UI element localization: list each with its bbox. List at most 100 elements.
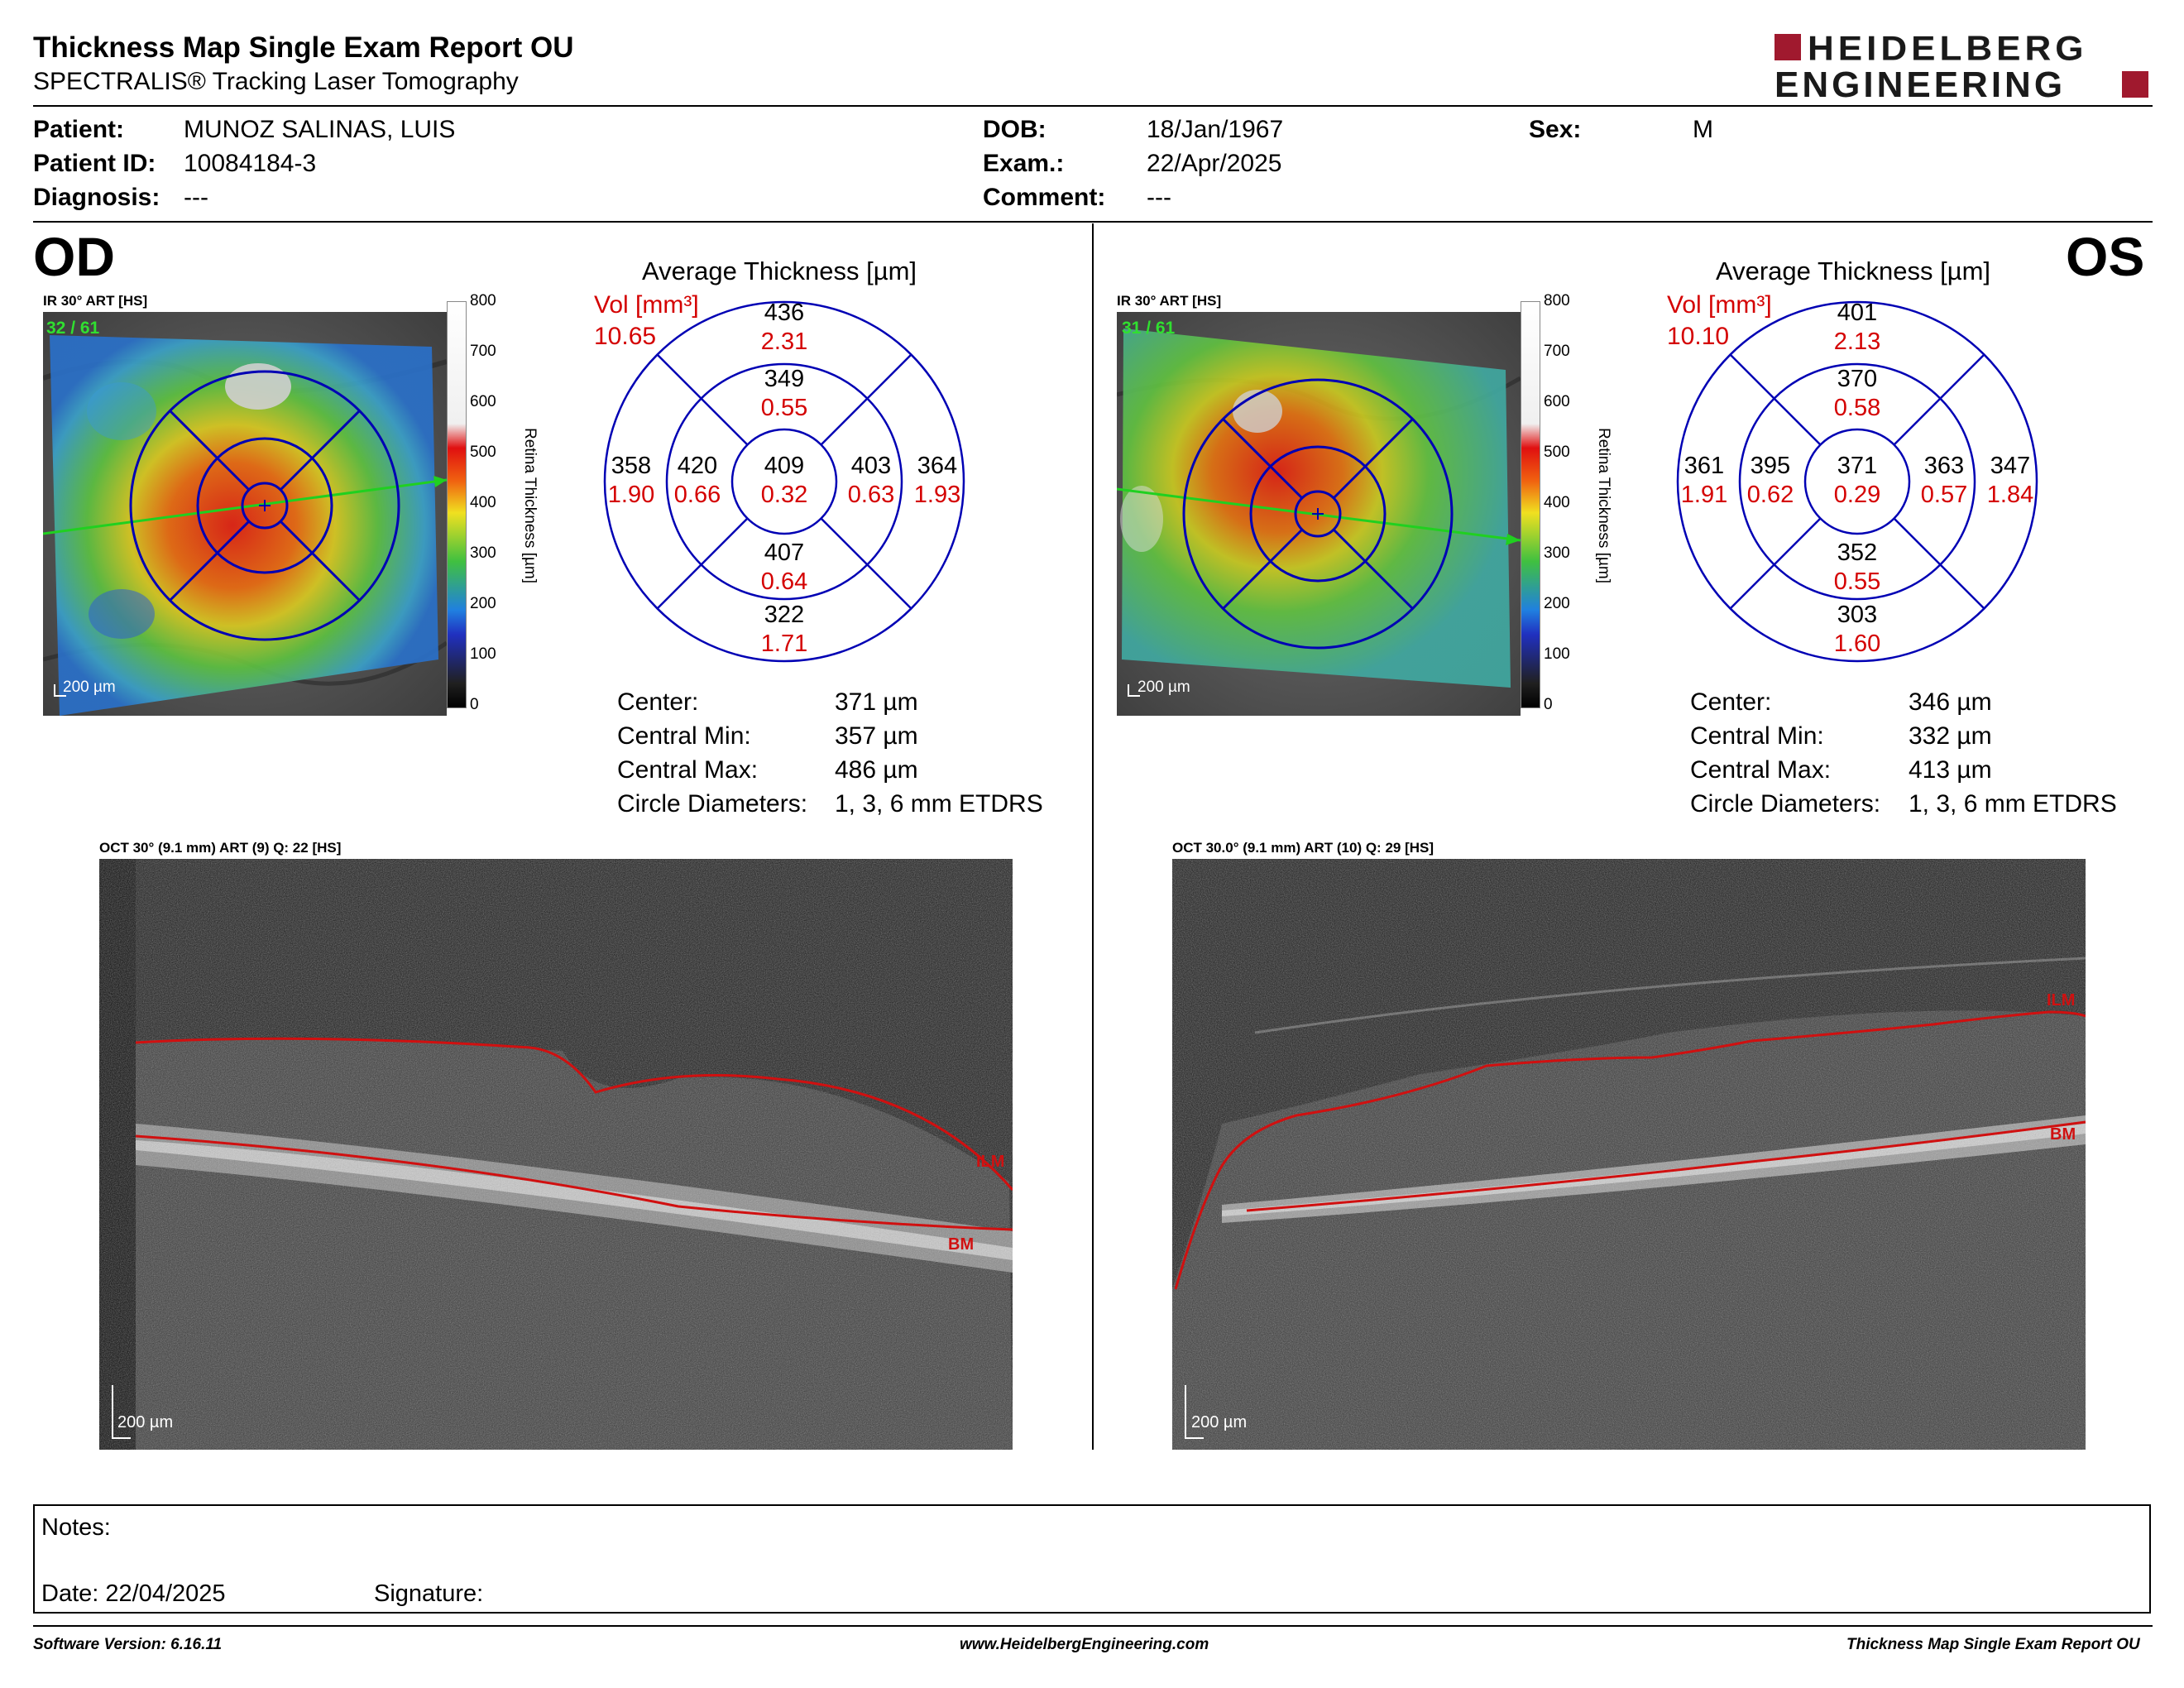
od-thickness-map <box>43 312 447 716</box>
os-tick-800: 800 <box>1544 292 1570 309</box>
os-outer-right-volume: 1.84 <box>1986 482 2034 508</box>
os-oct-scale: 200 µm <box>1191 1413 1248 1431</box>
od-ir-scale: 200 µm <box>63 679 116 696</box>
od-tick-400: 400 <box>470 494 496 511</box>
os-tick-700: 700 <box>1544 343 1570 360</box>
report-title: Thickness Map Single Exam Report OU <box>33 31 574 64</box>
os-center-thickness: 371 <box>1837 453 1878 479</box>
od-tick-100: 100 <box>470 645 496 663</box>
od-bm-label: BM <box>948 1235 975 1254</box>
comment-label: Comment: <box>983 184 1106 211</box>
os-tick-100: 100 <box>1544 645 1570 663</box>
od-inner-inf-thickness: 407 <box>764 539 805 566</box>
notes-box[interactable]: Notes: Date: 22/04/2025 Signature: <box>33 1504 2151 1614</box>
od-vol-value: 10.65 <box>594 323 657 350</box>
sex-label: Sex: <box>1529 116 1582 143</box>
patient-label: Patient: <box>33 116 125 143</box>
os-outer-left-thickness: 361 <box>1684 453 1725 479</box>
od-stat-diameters-label: Circle Diameters: <box>617 790 808 818</box>
od-colorbar-label: Retina Thickness [µm] <box>521 428 539 583</box>
od-tick-300: 300 <box>470 544 496 562</box>
footer-website[interactable]: www.HeidelbergEngineering.com <box>960 1636 1209 1653</box>
logo-line-1: HEIDELBERG <box>1808 29 2088 68</box>
comment-value: --- <box>1147 184 1171 211</box>
os-ir-counter: 31 / 61 <box>1122 319 1176 338</box>
logo-square-1 <box>1774 34 1801 60</box>
od-colorbar-ticks: 800 700 600 500 400 300 200 100 0 <box>470 290 511 720</box>
os-bm-label: BM <box>2050 1125 2076 1144</box>
os-inner-sup-thickness: 370 <box>1837 366 1878 392</box>
sex-value: M <box>1693 116 1713 143</box>
od-stat-max-value: 486 µm <box>835 756 918 784</box>
patient-id-value: 10084184-3 <box>184 150 317 177</box>
os-stat-diameters-label: Circle Diameters: <box>1690 790 1881 818</box>
od-vol-label: Vol [mm³] <box>594 291 699 319</box>
od-etdrs-grid <box>603 300 965 663</box>
eye-divider <box>1092 223 1094 1450</box>
od-inner-inf-volume: 0.64 <box>760 568 808 595</box>
os-inner-inf-volume: 0.55 <box>1833 568 1881 595</box>
od-tick-0: 0 <box>470 696 479 713</box>
od-inner-left-thickness: 420 <box>677 453 718 479</box>
os-vol-label: Vol [mm³] <box>1667 291 1772 319</box>
os-oct-scan <box>1172 859 2086 1450</box>
os-outer-sup-volume: 2.13 <box>1833 328 1881 355</box>
os-colorbar <box>1521 301 1540 708</box>
od-outer-left-thickness: 358 <box>611 453 652 479</box>
os-stat-center-label: Center: <box>1690 688 1772 716</box>
patient-divider <box>33 221 2153 223</box>
footer-divider <box>33 1625 2153 1627</box>
exam-value: 22/Apr/2025 <box>1147 150 1282 177</box>
os-ilm-label: ILM <box>2047 991 2076 1009</box>
od-outer-right-thickness: 364 <box>917 453 958 479</box>
heidelberg-logo: HEIDELBERG ENGINEERING <box>1774 29 2155 105</box>
os-tick-300: 300 <box>1544 544 1570 562</box>
patient-id-label: Patient ID: <box>33 150 156 177</box>
footer-report: Thickness Map Single Exam Report OU <box>1846 1636 2140 1653</box>
od-outer-right-volume: 1.93 <box>913 482 961 508</box>
os-sector-values: 401 2.13 370 0.58 371 0.29 361 1.91 395 … <box>1667 291 2048 672</box>
od-oct-scan <box>99 859 1013 1450</box>
os-ir-scale: 200 µm <box>1138 679 1190 696</box>
od-eye-label: OD <box>33 226 115 287</box>
os-avg-title: Average Thickness [µm] <box>1716 257 1991 285</box>
od-inner-sup-thickness: 349 <box>764 366 805 392</box>
diagnosis-value: --- <box>184 184 208 211</box>
od-center-thickness: 409 <box>764 453 805 479</box>
od-avg-title: Average Thickness [µm] <box>642 257 917 285</box>
os-vol-value: 10.10 <box>1667 323 1730 350</box>
os-tick-500: 500 <box>1544 444 1570 461</box>
os-stat-min-value: 332 µm <box>1909 722 1992 750</box>
os-stat-max-value: 413 µm <box>1909 756 1992 784</box>
os-outer-sup-thickness: 401 <box>1837 300 1878 326</box>
od-outer-sup-thickness: 436 <box>764 300 805 326</box>
od-stat-center-value: 371 µm <box>835 688 918 716</box>
report-subtitle: SPECTRALIS® Tracking Laser Tomography <box>33 68 519 95</box>
od-ir-label: IR 30° ART [HS] <box>43 293 148 309</box>
os-eye-label: OS <box>2066 226 2145 287</box>
os-outer-left-volume: 1.91 <box>1680 482 1728 508</box>
date-label: Date: 22/04/2025 <box>41 1580 226 1607</box>
od-outer-inf-thickness: 322 <box>764 602 805 628</box>
patient-value: MUNOZ SALINAS, LUIS <box>184 116 456 143</box>
od-outer-sup-volume: 2.31 <box>760 328 808 355</box>
os-inner-right-thickness: 363 <box>1923 453 1965 479</box>
os-inner-sup-volume: 0.58 <box>1833 395 1881 421</box>
od-tick-700: 700 <box>470 343 496 360</box>
dob-label: DOB: <box>983 116 1046 143</box>
od-tick-200: 200 <box>470 595 496 612</box>
os-outer-inf-thickness: 303 <box>1837 602 1878 628</box>
os-stat-center-value: 346 µm <box>1909 688 1992 716</box>
od-ilm-label: ILM <box>976 1153 1005 1171</box>
logo-square-2 <box>2122 71 2148 98</box>
os-stat-min-label: Central Min: <box>1690 722 1824 750</box>
exam-label: Exam.: <box>983 150 1065 177</box>
os-inner-left-volume: 0.62 <box>1746 482 1794 508</box>
os-inner-right-volume: 0.57 <box>1920 482 1968 508</box>
dob-value: 18/Jan/1967 <box>1147 116 1284 143</box>
od-stat-diameters-value: 1, 3, 6 mm ETDRS <box>835 790 1043 818</box>
os-center-volume: 0.29 <box>1833 482 1881 508</box>
header-divider <box>33 105 2153 107</box>
os-outer-inf-volume: 1.60 <box>1833 631 1881 657</box>
diagnosis-label: Diagnosis: <box>33 184 160 211</box>
